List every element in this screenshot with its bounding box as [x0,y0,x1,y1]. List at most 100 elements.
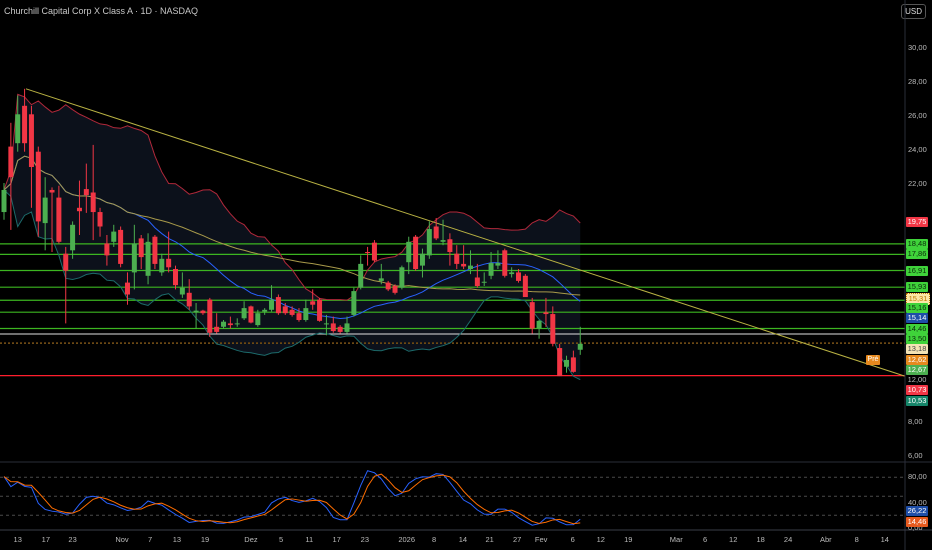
time-axis-tick: 17 [332,535,341,544]
candle-body [399,267,405,288]
candle-body [186,292,192,307]
candle-body [241,308,247,319]
price-label: 15,16 [906,303,928,314]
oscillator-axis-tick: 0,00 [908,523,923,532]
candle-body [275,297,281,314]
price-label: 14,46 [906,323,928,334]
price-label: 19,75 [906,217,928,228]
candle-body [413,236,419,269]
candle-body [145,241,151,276]
price-axis-tick: 24,00 [908,145,927,154]
candle-body [406,241,412,263]
price-label: 15,14 [906,313,928,324]
candle-body [440,240,446,242]
time-axis-tick: 24 [783,535,793,544]
price-label: 10,73 [906,385,928,396]
time-axis-tick: 8 [854,535,859,544]
bollinger-fill [4,94,581,380]
candle-body [166,258,172,268]
price-axis-tick: 8,00 [908,417,923,426]
time-axis-tick: 18 [756,535,765,544]
candle-body [330,323,336,332]
candle-body [234,323,240,325]
price-label: 10,53 [906,395,928,406]
candle-body [358,263,364,288]
candle-body [529,302,535,329]
currency-button[interactable]: USD [901,4,926,19]
time-axis-tick: 12 [596,535,605,544]
candle-body [317,299,323,321]
price-axis-tick: 26,00 [908,111,927,120]
candle-body [296,313,302,320]
time-axis-tick: 6 [570,535,575,544]
candle-body [385,282,391,290]
candle-body [577,343,583,350]
time-axis-tick: 23 [68,535,77,544]
candle-body [70,224,76,251]
candle-body [550,314,556,344]
candle-body [337,326,343,332]
candle-body [303,308,309,320]
oscillator-d-label: 14,46 [906,516,928,527]
candle-body [28,114,34,167]
candle-body [289,309,295,315]
price-label: 12,67 [906,364,928,375]
time-axis-tick: 8 [432,535,437,544]
time-axis-tick: 7 [148,535,153,544]
candle-body [426,229,432,256]
candle-body [76,207,82,212]
price-label: 15,93 [906,282,928,293]
candle-body [488,263,494,276]
candle-body [179,287,185,295]
candle-body [90,192,96,213]
candle-body [262,309,268,312]
candle-body [509,272,515,275]
time-axis-tick: Nov [115,535,129,544]
candle-body [392,286,398,293]
time-axis-tick: 19 [624,535,633,544]
moving-average-line [3,155,581,296]
candle-body [516,272,521,281]
time-axis-tick: Fev [534,535,548,544]
candle-body [461,263,467,267]
candle-body [474,277,480,286]
candle-body [152,236,158,264]
candle-body [200,310,206,314]
candle-body [570,357,576,372]
oscillator-d-line [3,473,581,525]
price-label: 16,91 [906,265,928,276]
candle-body [495,263,501,266]
candle-body [35,151,41,222]
trendline [25,88,905,377]
candle-body [536,320,542,329]
price-label: 13,18 [906,344,928,355]
candle-body [255,313,261,326]
time-axis-tick: 11 [305,535,314,544]
time-axis-tick: 19 [200,535,210,544]
time-axis-tick: 23 [360,535,369,544]
candle-body [49,189,55,193]
candle-body [365,252,371,253]
time-axis-tick: 13 [13,535,22,544]
candle-body [207,299,213,333]
candle-body [323,323,329,325]
time-axis-tick: Abr [819,535,832,544]
candle-body [1,189,7,213]
candle-body [63,253,69,271]
candle-body [111,231,117,242]
time-axis-tick: 12 [729,535,738,544]
candle-body [481,281,487,283]
candle-body [104,243,110,256]
price-label: 13,50 [906,333,928,344]
candle-body [214,326,220,332]
time-axis-tick: Mar [669,535,683,544]
candle-body [227,323,233,326]
candle-body [467,265,473,269]
candle-body [118,229,124,264]
candle-body [543,312,549,315]
candle-body [97,212,103,227]
candle-body [433,226,439,239]
bollinger-upper-line [3,93,581,301]
oscillator-k-label: 26,22 [906,506,928,517]
